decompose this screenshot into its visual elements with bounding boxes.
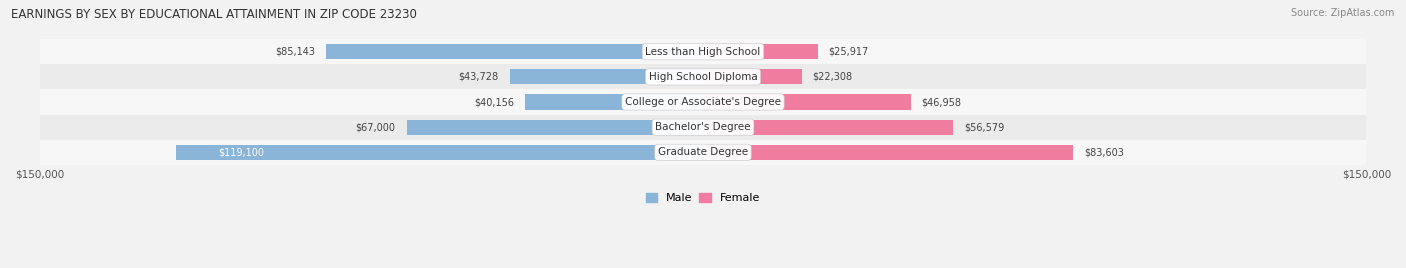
Text: $119,100: $119,100 [218,147,264,157]
Bar [39,39,1367,64]
Text: $67,000: $67,000 [356,122,395,132]
Text: $83,603: $83,603 [1084,147,1123,157]
Text: $40,156: $40,156 [474,97,515,107]
Text: Graduate Degree: Graduate Degree [658,147,748,157]
Bar [703,69,801,84]
Text: Less than High School: Less than High School [645,47,761,57]
Text: $85,143: $85,143 [276,47,315,57]
Bar [326,44,703,59]
Bar [703,44,818,59]
Text: Source: ZipAtlas.com: Source: ZipAtlas.com [1291,8,1395,18]
Text: Bachelor's Degree: Bachelor's Degree [655,122,751,132]
Bar [39,90,1367,115]
Text: High School Diploma: High School Diploma [648,72,758,82]
Text: $46,958: $46,958 [922,97,962,107]
Text: $56,579: $56,579 [965,122,1004,132]
Bar [703,120,953,135]
Bar [406,120,703,135]
Bar [703,94,911,110]
Bar [176,145,703,160]
Bar [39,140,1367,165]
Text: EARNINGS BY SEX BY EDUCATIONAL ATTAINMENT IN ZIP CODE 23230: EARNINGS BY SEX BY EDUCATIONAL ATTAINMEN… [11,8,418,21]
Bar [526,94,703,110]
Text: $43,728: $43,728 [458,72,499,82]
Text: $22,308: $22,308 [813,72,853,82]
Text: $25,917: $25,917 [828,47,869,57]
Bar [39,115,1367,140]
Text: College or Associate's Degree: College or Associate's Degree [626,97,780,107]
Bar [39,64,1367,90]
Legend: Male, Female: Male, Female [647,193,759,203]
Bar [703,145,1073,160]
Bar [509,69,703,84]
